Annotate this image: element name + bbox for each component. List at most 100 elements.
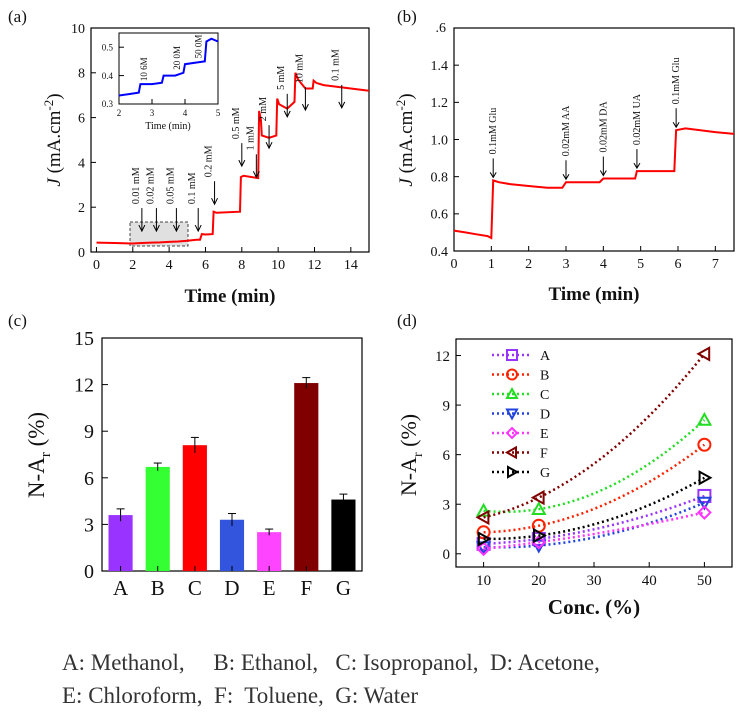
annotation-arrowhead xyxy=(265,141,273,150)
bar-B xyxy=(145,466,170,571)
y-tick-label: 0.4 xyxy=(102,71,114,81)
x-tick-label: D xyxy=(224,576,239,600)
x-tick-label: 5 xyxy=(637,257,644,272)
y-tick-label: 0.8 xyxy=(431,171,449,186)
y-tick-label: 0 xyxy=(443,547,451,563)
legend-marker-C xyxy=(505,386,519,399)
annotation-label: 0.02mM UA xyxy=(632,93,643,145)
legend-label-B: B xyxy=(540,369,549,384)
annotation-arrowhead xyxy=(283,110,291,118)
y-tick-label: 1.0 xyxy=(431,133,449,148)
annotation-label: 0.02mM AA xyxy=(561,105,572,156)
series-C-fit xyxy=(483,419,706,514)
bar-D xyxy=(219,519,245,571)
x-tick-label: 2 xyxy=(129,258,136,273)
y-tick-label: 0.6 xyxy=(431,208,449,223)
x-tick-label: 5 xyxy=(216,108,221,118)
x-tick-label: 30 xyxy=(587,573,602,589)
y-tick-label: 6 xyxy=(443,448,451,464)
annotation-label: 0.1 mM xyxy=(187,172,198,204)
y-tick-label: 0.5 xyxy=(102,42,114,52)
panel-b: 0 1 2 3 4 5 6 7 0.4 0.6 0.8 1.0 1.2 1.4 .6 0.1mM Glu 0… xyxy=(393,21,735,305)
legend-label-D: D xyxy=(540,408,550,423)
legend-marker-E xyxy=(505,426,519,440)
inset-current-line xyxy=(118,37,219,97)
x-tick-label: 6 xyxy=(202,258,209,273)
series-G-point xyxy=(533,527,547,544)
annotation-arrowhead xyxy=(599,170,607,177)
x-tick-label: A xyxy=(113,576,129,600)
y-tick-label: 8 xyxy=(78,67,85,82)
x-tick-label: 0 xyxy=(451,257,458,272)
series-C-point xyxy=(531,501,547,515)
x-tick-label: B xyxy=(151,576,165,600)
x-tick-label: G xyxy=(336,576,351,600)
series-G-point xyxy=(477,531,492,547)
bar-E xyxy=(257,532,282,571)
annotation-arrowhead xyxy=(152,224,160,233)
annotation-label: 2 mM xyxy=(258,97,269,121)
y-tick-label: 12 xyxy=(435,349,450,365)
x-tick-label: C xyxy=(188,576,202,600)
annotation-arrowhead xyxy=(211,197,219,206)
y-tick-label: 15 xyxy=(74,328,94,350)
annotation-label: 10 mM xyxy=(294,54,305,83)
y-tick-label: 2 xyxy=(78,201,85,216)
x-tick-label: 12 xyxy=(307,258,321,273)
annotation-label: 0.02mM DA xyxy=(598,101,609,153)
legend-caption-line-1: A: Methanol, B: Ethanol, C: Isopropanol,… xyxy=(62,650,600,675)
x-tick-label: 6 xyxy=(675,257,682,272)
legend-label-E: E xyxy=(540,427,549,442)
annotation-arrowhead xyxy=(301,103,309,112)
x-tick-label: 3 xyxy=(563,257,570,272)
y-tick-label: 12 xyxy=(74,375,94,397)
legend-marker-A xyxy=(506,349,518,361)
legend-label-F: F xyxy=(540,447,548,462)
x-tick-label: E xyxy=(263,576,276,600)
series-A-fit xyxy=(483,494,705,546)
series-B-point xyxy=(697,437,712,452)
panel-a-inset: 2 3 4 5 0.3 0.4 0.5 10 6M 20 0M 50 0M Time (min) xyxy=(102,32,221,132)
annotation-arrowhead xyxy=(238,159,246,168)
y-tick-label: 0 xyxy=(78,246,85,261)
annotation-arrowhead xyxy=(172,224,180,233)
annotation-label: 1 mM xyxy=(245,126,256,150)
x-tick-label: 10 xyxy=(476,573,491,589)
annotation-arrowhead xyxy=(489,172,497,179)
annotation-arrowhead xyxy=(252,171,260,179)
y-tick-label: 3 xyxy=(443,497,451,513)
y-tick-label: 6 xyxy=(78,112,85,127)
y-tick-label: 0.4 xyxy=(431,245,449,260)
legend-label-A: A xyxy=(540,349,551,364)
x-tick-label: 4 xyxy=(166,258,173,273)
annotation-label: 0.2 mM xyxy=(204,145,215,177)
panel-b-y-label: J (mA.cm-2) xyxy=(393,93,417,186)
x-tick-label: 14 xyxy=(344,258,358,273)
y-tick-label: 0 xyxy=(84,561,94,583)
annotation-arrowhead xyxy=(562,173,570,181)
bar-A xyxy=(108,515,133,571)
series-E-point xyxy=(476,541,492,557)
series-D-point xyxy=(696,496,713,511)
legend-marker-F xyxy=(504,445,517,460)
series-A-point xyxy=(697,488,712,503)
annotation-label: 5 mM xyxy=(276,66,287,90)
x-tick-label: 0 xyxy=(93,258,100,273)
x-tick-label: 4 xyxy=(600,257,607,272)
panel-b-label: (b) xyxy=(397,7,417,26)
y-tick-label: 3 xyxy=(84,514,94,536)
series-F-point xyxy=(475,509,490,526)
panel-a-frame xyxy=(90,27,370,253)
panel-a-y-label: J (mA.cm-2) xyxy=(41,93,65,186)
panel-a-x-label: Time (min) xyxy=(185,286,276,307)
annotation-label: 0.5 mM xyxy=(231,107,242,139)
legend-marker-B xyxy=(506,368,518,381)
panel-d-y-label: N-Ar (%) xyxy=(396,414,426,496)
panel-a-current-line xyxy=(96,72,370,245)
y-tick-label: 6 xyxy=(84,468,94,490)
annotation-arrowhead xyxy=(194,224,202,233)
x-tick-label: 50 xyxy=(697,573,712,589)
annotation-label: 0.1 mM xyxy=(331,49,342,81)
bar-F xyxy=(294,383,319,571)
